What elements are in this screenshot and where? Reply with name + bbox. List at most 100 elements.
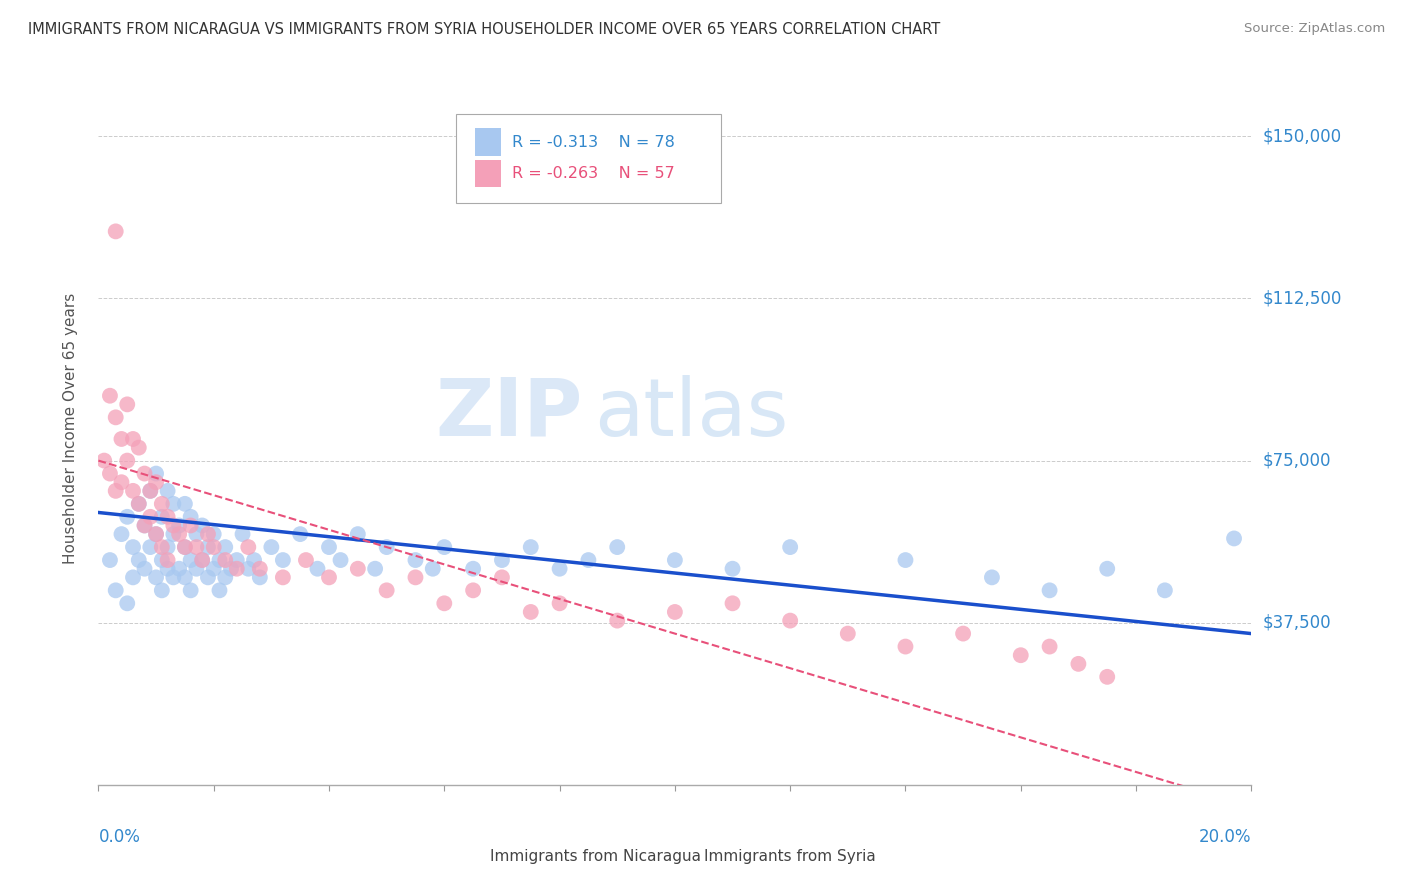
Point — [208, 583, 231, 598]
Point — [117, 397, 139, 411]
Point — [156, 540, 179, 554]
Point — [214, 553, 236, 567]
Text: ZIP: ZIP — [436, 375, 582, 453]
Point — [174, 497, 197, 511]
Point — [606, 614, 628, 628]
Point — [167, 527, 190, 541]
Point — [405, 570, 427, 584]
Point — [664, 553, 686, 567]
Point — [346, 562, 368, 576]
Point — [318, 570, 340, 584]
Point — [110, 475, 132, 490]
Point — [271, 570, 294, 584]
Bar — [475, 160, 501, 187]
Text: Immigrants from Nicaragua: Immigrants from Nicaragua — [491, 849, 702, 863]
Text: $37,500: $37,500 — [1263, 614, 1331, 632]
Point — [214, 540, 236, 554]
Point — [145, 527, 167, 541]
Point — [139, 483, 162, 498]
Point — [578, 553, 600, 567]
Point — [238, 562, 260, 576]
Point — [134, 562, 156, 576]
Point — [191, 518, 214, 533]
Point — [191, 553, 214, 567]
Point — [364, 562, 387, 576]
Point — [260, 540, 283, 554]
Point — [779, 540, 801, 554]
Point — [238, 540, 260, 554]
Point — [162, 527, 184, 541]
Point — [174, 540, 197, 554]
Point — [145, 527, 167, 541]
Point — [295, 553, 318, 567]
Point — [117, 453, 139, 467]
Point — [186, 540, 208, 554]
Point — [128, 441, 150, 455]
Point — [249, 570, 271, 584]
Point — [219, 562, 242, 576]
Point — [104, 410, 127, 425]
Bar — [669, 846, 695, 867]
Point — [134, 518, 156, 533]
Point — [117, 509, 139, 524]
Point — [721, 562, 744, 576]
Bar — [475, 128, 501, 155]
Point — [290, 527, 312, 541]
Point — [104, 583, 127, 598]
Point — [139, 509, 162, 524]
Text: IMMIGRANTS FROM NICARAGUA VS IMMIGRANTS FROM SYRIA HOUSEHOLDER INCOME OVER 65 YE: IMMIGRANTS FROM NICARAGUA VS IMMIGRANTS … — [28, 22, 941, 37]
Point — [180, 518, 202, 533]
Point — [186, 562, 208, 576]
Point — [134, 518, 156, 533]
Point — [225, 562, 247, 576]
Point — [1039, 583, 1062, 598]
Point — [491, 570, 513, 584]
Point — [422, 562, 444, 576]
Point — [197, 570, 219, 584]
Point — [329, 553, 352, 567]
Point — [98, 467, 121, 481]
Point — [150, 540, 173, 554]
Point — [156, 509, 179, 524]
Point — [461, 562, 484, 576]
Point — [779, 614, 801, 628]
Point — [249, 562, 271, 576]
Point — [375, 583, 398, 598]
Point — [208, 553, 231, 567]
Point — [1154, 583, 1177, 598]
FancyBboxPatch shape — [456, 114, 721, 203]
Point — [520, 540, 543, 554]
Text: atlas: atlas — [595, 375, 789, 453]
Point — [117, 596, 139, 610]
Point — [214, 570, 236, 584]
Point — [128, 497, 150, 511]
Point — [1097, 562, 1119, 576]
Text: Immigrants from Syria: Immigrants from Syria — [704, 849, 876, 863]
Point — [174, 570, 197, 584]
Point — [721, 596, 744, 610]
Point — [271, 553, 294, 567]
Text: $112,500: $112,500 — [1263, 289, 1343, 308]
Y-axis label: Householder Income Over 65 years: Householder Income Over 65 years — [63, 293, 77, 564]
Point — [180, 553, 202, 567]
Point — [104, 224, 127, 238]
Point — [606, 540, 628, 554]
Text: $150,000: $150,000 — [1263, 128, 1341, 145]
Point — [664, 605, 686, 619]
Point — [139, 483, 162, 498]
Point — [191, 553, 214, 567]
Point — [122, 432, 145, 446]
Point — [150, 497, 173, 511]
Text: R = -0.313    N = 78: R = -0.313 N = 78 — [512, 135, 675, 150]
Point — [150, 509, 173, 524]
Point — [981, 570, 1004, 584]
Point — [433, 540, 456, 554]
Point — [122, 540, 145, 554]
Point — [128, 497, 150, 511]
Point — [952, 626, 974, 640]
Point — [110, 527, 132, 541]
Point — [202, 540, 225, 554]
Point — [145, 475, 167, 490]
Point — [405, 553, 427, 567]
Text: 20.0%: 20.0% — [1199, 828, 1251, 846]
